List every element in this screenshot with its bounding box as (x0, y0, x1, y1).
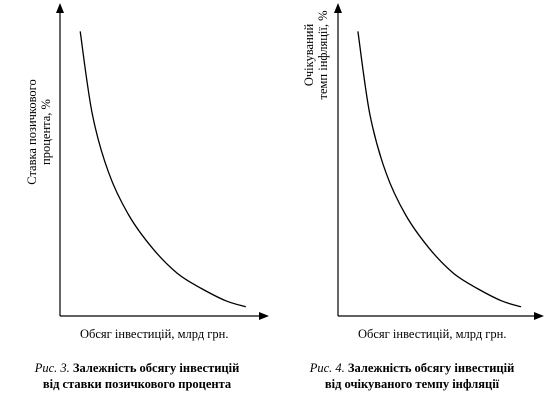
y-axis-arrow (334, 3, 342, 13)
figure-4-chart: Очікуваний темп інфляції, % Обсяг інвест… (275, 0, 549, 345)
figure-3-caption: Рис. 3. Залежність обсягу інвестицій від… (0, 360, 274, 392)
x-axis-arrow (259, 312, 269, 320)
x-axis-label: Обсяг інвестицій, млрд грн. (80, 327, 229, 341)
figure-3-title-line-1: Залежність обсягу інвестицій (73, 361, 239, 375)
figure-3-chart: Ставка позичкового процента, % Обсяг інв… (0, 0, 274, 345)
figure-4-title-line-1: Залежність обсягу інвестицій (348, 361, 514, 375)
figure-4-number: Рис. 4. (310, 361, 345, 375)
y-axis-arrow (56, 3, 64, 13)
y-axis-label-line-1: Ставка позичкового (25, 79, 39, 184)
demand-curve (80, 31, 246, 306)
figure-4-title-line-2: від очікуваного темпу інфляції (275, 376, 549, 392)
figure-3-title-line-2: від ставки позичкового процента (0, 376, 274, 392)
y-axis-label-line-1: Очікуваний (302, 24, 316, 87)
demand-curve (358, 31, 521, 306)
figure-3-number: Рис. 3. (35, 361, 70, 375)
figure-3: Ставка позичкового процента, % Обсяг інв… (0, 0, 274, 409)
y-axis-label-line-2: темп інфляції, % (316, 11, 330, 100)
figure-4: Очікуваний темп інфляції, % Обсяг інвест… (275, 0, 549, 409)
y-axis-label-line-2: процента, % (39, 99, 53, 165)
figure-4-caption: Рис. 4. Залежність обсягу інвестицій від… (275, 360, 549, 392)
x-axis-label: Обсяг інвестицій, млрд грн. (358, 327, 507, 341)
x-axis-arrow (534, 312, 544, 320)
